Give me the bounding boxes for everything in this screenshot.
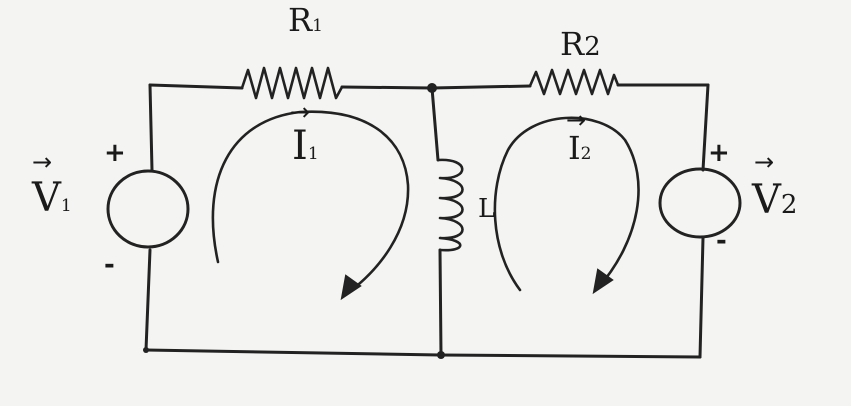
wire-middle-lower [438,248,443,357]
loop-current-i2-arc [493,116,640,292]
wire-left-bottom [144,248,152,352]
label-r1-subscript: 1 [312,16,323,36]
label-r1: R1 [288,4,323,36]
label-r2: R2 [560,28,601,60]
loop-current-i2-arrowhead [592,268,614,295]
corner-node-bottom-left [143,347,149,353]
label-v2: V2 [752,180,797,220]
loop-current-i1-arrowhead [340,274,362,301]
label-r2-name: R [560,25,585,63]
wire-bottom-left [144,348,442,357]
label-v1: V1 [32,178,72,218]
label-v2-subscript: 2 [780,190,798,220]
voltage-source-v2 [658,167,742,239]
label-v2-name: V [752,177,781,223]
label-i1: I1 [292,126,319,166]
wire-bottom-right [438,353,702,359]
v1-minus-sign: - [104,250,115,280]
wire-top-segment-1 [148,83,244,90]
wire-right-top [701,83,710,172]
label-i2: I2 [568,132,591,164]
label-v1-name: V [32,175,61,221]
label-v2-arrow: → [754,148,775,176]
label-r2-subscript: 2 [584,32,601,62]
label-i1-subscript: 1 [307,144,319,164]
label-i1-arrow: → [290,98,311,126]
label-r1-name: R [288,1,313,39]
v2-plus-sign: + [708,138,730,168]
wire-middle-upper [430,86,440,162]
junction-node-bottom [437,351,445,359]
label-i2-subscript: 2 [580,144,592,164]
wire-top-segment-2 [340,85,434,90]
label-i2-name: I [568,129,581,167]
wire-top-segment-3 [430,84,532,90]
voltage-source-v1 [106,169,190,249]
label-inductor: L [478,194,496,224]
inductor-coil [436,158,464,252]
loop-current-i1-arc [211,110,410,297]
label-i2-arrow: → [566,106,587,134]
label-v1-subscript: 1 [60,196,72,216]
junction-node-top [427,83,437,93]
resistor-r1 [240,66,344,100]
wire-right-bottom [698,236,705,359]
label-v1-arrow: → [32,148,53,176]
v2-minus-sign: - [716,226,727,256]
v1-plus-sign: + [104,138,126,168]
label-i1-name: I [292,123,308,169]
wire-top-left [148,83,154,172]
resistor-r2 [528,68,620,96]
